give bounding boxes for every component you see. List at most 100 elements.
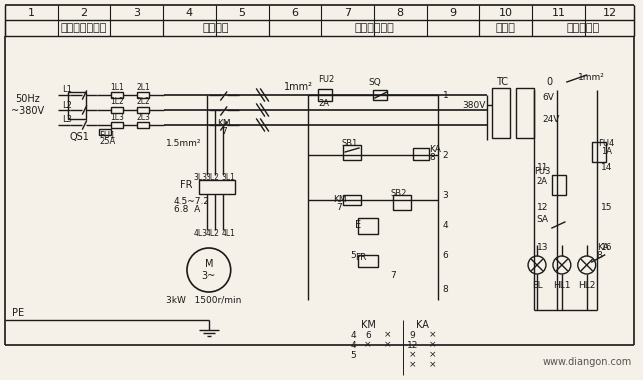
Text: ×: × <box>429 331 437 339</box>
Text: 1mm²: 1mm² <box>578 73 605 82</box>
Text: 变压器: 变压器 <box>496 23 516 33</box>
Bar <box>552 175 566 195</box>
Text: 5: 5 <box>350 350 356 359</box>
Text: FR: FR <box>355 253 367 263</box>
Text: 7: 7 <box>221 127 226 136</box>
Text: 25A: 25A <box>100 138 116 147</box>
Text: 4: 4 <box>350 340 356 350</box>
Text: 3: 3 <box>442 190 448 200</box>
Bar <box>516 88 534 138</box>
Bar <box>358 255 378 267</box>
Text: SA: SA <box>536 215 548 225</box>
Text: SB1: SB1 <box>341 138 358 147</box>
Text: 2A: 2A <box>318 98 329 108</box>
Text: 24V: 24V <box>542 116 559 125</box>
Text: 2: 2 <box>443 150 448 160</box>
Text: FU1: FU1 <box>100 130 116 139</box>
Text: KA: KA <box>597 244 608 252</box>
Text: 8: 8 <box>397 8 404 18</box>
Text: 6: 6 <box>291 8 298 18</box>
Text: 12: 12 <box>538 204 548 212</box>
Text: 8: 8 <box>430 154 435 163</box>
Text: 14: 14 <box>601 163 612 173</box>
Text: KA: KA <box>416 320 429 330</box>
Text: 3L1: 3L1 <box>222 174 236 182</box>
Text: HL2: HL2 <box>578 280 595 290</box>
Text: ×: × <box>429 361 437 369</box>
Text: KM: KM <box>217 119 231 128</box>
Text: 12: 12 <box>407 340 419 350</box>
Text: QS1: QS1 <box>69 132 89 142</box>
Circle shape <box>187 248 231 292</box>
Text: 12: 12 <box>602 8 617 18</box>
Text: KM: KM <box>333 195 347 204</box>
Text: ×: × <box>429 350 437 359</box>
Text: 4: 4 <box>443 220 448 230</box>
Text: 1: 1 <box>28 8 35 18</box>
Text: TC: TC <box>496 77 508 87</box>
Text: 4L3: 4L3 <box>194 228 208 238</box>
Text: L2: L2 <box>62 100 71 109</box>
Text: HL1: HL1 <box>553 280 570 290</box>
Text: SQ: SQ <box>368 79 381 87</box>
Bar <box>137 107 149 113</box>
Text: 9: 9 <box>410 331 415 339</box>
Text: 3L2: 3L2 <box>206 174 220 182</box>
Text: FU3: FU3 <box>534 168 550 176</box>
Text: EL: EL <box>532 280 542 290</box>
Text: FU4: FU4 <box>599 139 615 149</box>
Bar <box>592 142 606 162</box>
Bar <box>68 92 86 119</box>
Text: 1L3: 1L3 <box>111 112 124 122</box>
Bar <box>493 88 510 138</box>
Text: 5: 5 <box>350 250 356 260</box>
Text: 6: 6 <box>365 331 371 339</box>
Text: 4L1: 4L1 <box>222 228 236 238</box>
Text: ×: × <box>429 340 437 350</box>
Text: ×: × <box>384 331 392 339</box>
Text: 7: 7 <box>336 204 342 212</box>
Text: 5: 5 <box>239 8 246 18</box>
Text: 9: 9 <box>449 8 457 18</box>
Text: 6: 6 <box>442 250 448 260</box>
Bar <box>413 148 429 160</box>
Text: KA: KA <box>430 146 442 155</box>
Text: 起停控制电路: 起停控制电路 <box>354 23 394 33</box>
Text: PE: PE <box>12 308 24 318</box>
Text: 3L3: 3L3 <box>194 174 208 182</box>
Bar <box>137 92 149 98</box>
Bar <box>393 195 411 210</box>
Text: KM: KM <box>361 320 376 330</box>
Text: 1mm²: 1mm² <box>284 82 313 92</box>
Text: 4.5~7.2: 4.5~7.2 <box>174 198 210 206</box>
Text: 3: 3 <box>133 8 140 18</box>
Text: 4: 4 <box>186 8 193 18</box>
Bar <box>199 180 235 194</box>
Text: 13: 13 <box>538 244 548 252</box>
Text: E: E <box>355 220 361 230</box>
Text: 2L2: 2L2 <box>136 98 150 106</box>
Text: 11: 11 <box>552 8 565 18</box>
Text: 380V: 380V <box>462 100 485 109</box>
Text: FR: FR <box>179 180 192 190</box>
Text: ×: × <box>364 340 372 350</box>
Text: 1A: 1A <box>601 147 612 157</box>
Text: 4L2: 4L2 <box>206 228 220 238</box>
Bar <box>100 129 111 135</box>
Text: 7: 7 <box>390 271 395 280</box>
Text: 1L2: 1L2 <box>111 98 124 106</box>
Text: FU2: FU2 <box>318 76 334 84</box>
Text: 2L3: 2L3 <box>136 112 150 122</box>
Text: 1: 1 <box>442 90 448 100</box>
Text: 15: 15 <box>601 204 612 212</box>
Text: SB2: SB2 <box>391 188 407 198</box>
Text: 6V: 6V <box>542 93 554 103</box>
Bar <box>343 145 361 160</box>
Text: 主电动机: 主电动机 <box>203 23 229 33</box>
Text: 6.8  A: 6.8 A <box>174 206 200 214</box>
Text: 2A: 2A <box>536 177 547 187</box>
Bar <box>318 89 332 101</box>
Text: 11: 11 <box>538 163 548 173</box>
Text: 电源开关及保护: 电源开关及保护 <box>61 23 107 33</box>
Text: 照明及信号: 照明及信号 <box>566 23 600 33</box>
